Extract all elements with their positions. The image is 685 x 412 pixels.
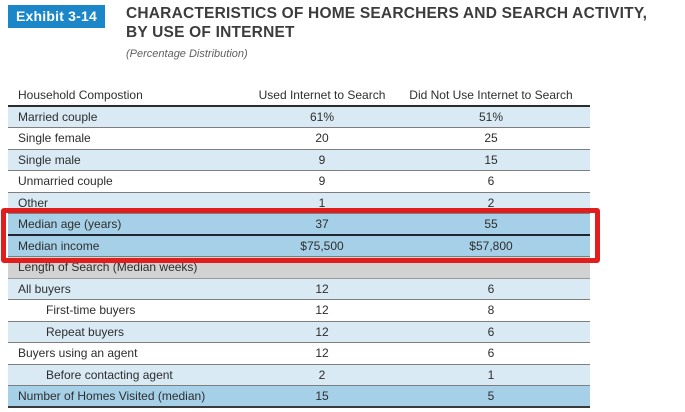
row-value-used: $75,500: [252, 235, 392, 257]
table-row-buyers-using-agent: Buyers using an agent 12 6: [8, 342, 590, 365]
row-label: Repeat buyers: [8, 321, 252, 343]
column-header-did-not-use-internet: Did Not Use Internet to Search: [392, 84, 590, 107]
row-label: Before contacting agent: [8, 364, 252, 386]
row-label: Single female: [8, 127, 252, 150]
table-container: Household Compostion Used Internet to Se…: [1, 84, 600, 408]
row-value-used: 2: [252, 364, 392, 386]
row-label: Married couple: [8, 106, 252, 128]
row-value-not-used: 8: [392, 299, 590, 322]
row-value-not-used: 5: [392, 385, 590, 408]
section-label: Length of Search (Median weeks): [8, 256, 590, 279]
row-value-used: 12: [252, 342, 392, 365]
table-row-first-time-buyers: First-time buyers 12 8: [8, 299, 590, 322]
row-value-not-used: 6: [392, 278, 590, 300]
row-value-used: 12: [252, 321, 392, 343]
table-row-median-income: Median income $75,500 $57,800: [8, 235, 590, 257]
row-value-not-used: 25: [392, 127, 590, 150]
exhibit-subtitle: (Percentage Distribution): [126, 48, 248, 60]
characteristics-table: Household Compostion Used Internet to Se…: [8, 84, 590, 408]
table-section-row-length-of-search: Length of Search (Median weeks): [8, 256, 590, 279]
table-row-married-couple: Married couple 61% 51%: [8, 106, 590, 128]
column-header-used-internet: Used Internet to Search: [252, 84, 392, 107]
row-value-not-used: 51%: [392, 106, 590, 128]
table-row-median-age: Median age (years) 37 55: [8, 213, 590, 236]
table-row-other: Other 1 2: [8, 192, 590, 214]
row-value-used: 20: [252, 127, 392, 150]
row-label: Number of Homes Visited (median): [8, 385, 252, 408]
table-row-repeat-buyers: Repeat buyers 12 6: [8, 321, 590, 343]
table-row-homes-visited: Number of Homes Visited (median) 15 5: [8, 385, 590, 408]
table-header-row: Household Compostion Used Internet to Se…: [8, 84, 590, 107]
row-value-not-used: 2: [392, 192, 590, 214]
exhibit-badge: Exhibit 3-14: [8, 5, 105, 28]
exhibit-title-line1: CHARACTERISTICS OF HOME SEARCHERS AND SE…: [126, 5, 648, 22]
row-label: Median income: [8, 235, 252, 257]
table-row-all-buyers: All buyers 12 6: [8, 278, 590, 300]
row-label: First-time buyers: [8, 299, 252, 322]
exhibit-title: CHARACTERISTICS OF HOME SEARCHERS AND SE…: [126, 4, 671, 42]
row-label: Buyers using an agent: [8, 342, 252, 365]
table-row-single-male: Single male 9 15: [8, 149, 590, 171]
row-value-not-used: 6: [392, 321, 590, 343]
row-label: Single male: [8, 149, 252, 171]
row-value-used: 1: [252, 192, 392, 214]
title-block: CHARACTERISTICS OF HOME SEARCHERS AND SE…: [126, 4, 671, 60]
row-label: Other: [8, 192, 252, 214]
exhibit-title-line2: BY USE OF INTERNET: [126, 24, 295, 41]
row-value-used: 61%: [252, 106, 392, 128]
row-value-used: 12: [252, 299, 392, 322]
row-value-used: 9: [252, 170, 392, 193]
table-row-single-female: Single female 20 25: [8, 127, 590, 150]
row-value-used: 15: [252, 385, 392, 408]
row-label: Unmarried couple: [8, 170, 252, 193]
row-value-used: 12: [252, 278, 392, 300]
row-value-not-used: 55: [392, 213, 590, 236]
table-row-before-contacting-agent: Before contacting agent 2 1: [8, 364, 590, 386]
row-value-not-used: 6: [392, 342, 590, 365]
row-label: Median age (years): [8, 213, 252, 236]
row-value-used: 37: [252, 213, 392, 236]
row-value-not-used: 1: [392, 364, 590, 386]
table-row-unmarried-couple: Unmarried couple 9 6: [8, 170, 590, 193]
row-value-used: 9: [252, 149, 392, 171]
row-value-not-used: 6: [392, 170, 590, 193]
row-label: All buyers: [8, 278, 252, 300]
column-header-household-composition: Household Compostion: [8, 84, 252, 107]
row-value-not-used: $57,800: [392, 235, 590, 257]
row-value-not-used: 15: [392, 149, 590, 171]
